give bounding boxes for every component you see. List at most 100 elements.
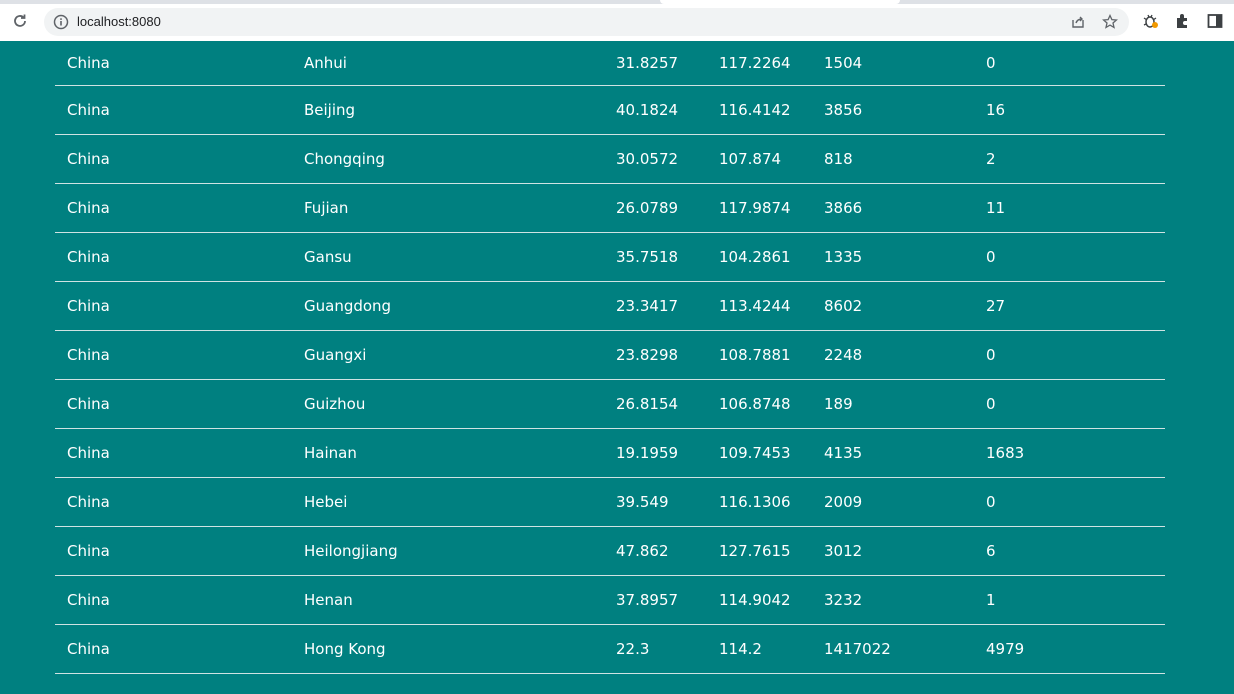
deaths-cell: 0: [974, 41, 1165, 86]
latitude-cell: 22.3: [604, 624, 707, 674]
confirmed-cell: 818: [812, 134, 974, 184]
side-panel-icon[interactable]: [1206, 12, 1224, 30]
url-text[interactable]: localhost:8080: [77, 14, 161, 29]
latitude-cell: 31.8257: [604, 41, 707, 86]
latitude-cell: 30.0572: [604, 134, 707, 184]
table-row: China Heilongjiang 47.862 127.7615 3012 6: [55, 526, 1165, 576]
longitude-cell: 107.874: [707, 134, 812, 184]
longitude-cell: 117.2264: [707, 41, 812, 86]
confirmed-cell: 4135: [812, 428, 974, 478]
province-cell: Hong Kong: [292, 624, 604, 674]
latitude-cell: 26.8154: [604, 379, 707, 429]
table-row: China Fujian 26.0789 117.9874 3866 11: [55, 183, 1165, 233]
province-cell: Fujian: [292, 183, 604, 233]
table-row: China Hainan 19.1959 109.7453 4135 1683: [55, 428, 1165, 478]
country-cell: China: [55, 526, 292, 576]
confirmed-cell: 8602: [812, 281, 974, 331]
province-cell: Guangdong: [292, 281, 604, 331]
deaths-cell: 0: [974, 379, 1165, 429]
table-row: China Chongqing 30.0572 107.874 818 2: [55, 134, 1165, 184]
province-cell: Guizhou: [292, 379, 604, 429]
reload-icon[interactable]: [10, 11, 30, 31]
country-cell: China: [55, 428, 292, 478]
table-row: China Guangxi 23.8298 108.7881 2248 0: [55, 330, 1165, 380]
longitude-cell: 109.7453: [707, 428, 812, 478]
table-row: China Gansu 35.7518 104.2861 1335 0: [55, 232, 1165, 282]
latitude-cell: 40.1824: [604, 85, 707, 135]
country-cell: China: [55, 477, 292, 527]
table-row: China Beijing 40.1824 116.4142 3856 16: [55, 85, 1165, 135]
province-cell: Heilongjiang: [292, 526, 604, 576]
deaths-cell: 1683: [974, 428, 1165, 478]
latitude-cell: 37.8957: [604, 575, 707, 625]
table-body: China Anhui 31.8257 117.2264 1504 0 China Beiji…: [55, 41, 1165, 674]
confirmed-cell: 1504: [812, 41, 974, 86]
latitude-cell: 19.1959: [604, 428, 707, 478]
confirmed-cell: 3232: [812, 575, 974, 625]
confirmed-cell: 3856: [812, 85, 974, 135]
longitude-cell: 116.4142: [707, 85, 812, 135]
country-cell: China: [55, 85, 292, 135]
confirmed-cell: 3866: [812, 183, 974, 233]
confirmed-cell: 2248: [812, 330, 974, 380]
active-tab[interactable]: [660, 0, 900, 4]
confirmed-cell: 189: [812, 379, 974, 429]
confirmed-cell: 1417022: [812, 624, 974, 674]
latitude-cell: 26.0789: [604, 183, 707, 233]
share-icon[interactable]: [1070, 14, 1086, 30]
deaths-cell: 0: [974, 232, 1165, 282]
site-info-icon[interactable]: [53, 14, 69, 30]
country-cell: China: [55, 330, 292, 380]
province-cell: Anhui: [292, 41, 604, 86]
deaths-cell: 0: [974, 330, 1165, 380]
bookmark-star-icon[interactable]: [1102, 13, 1118, 30]
latitude-cell: 47.862: [604, 526, 707, 576]
country-cell: China: [55, 183, 292, 233]
confirmed-cell: 1335: [812, 232, 974, 282]
longitude-cell: 106.8748: [707, 379, 812, 429]
tab-strip: [0, 0, 1234, 4]
table-row: China Guizhou 26.8154 106.8748 189 0: [55, 379, 1165, 429]
country-cell: China: [55, 134, 292, 184]
bug-extension-icon[interactable]: [1142, 12, 1160, 30]
country-cell: China: [55, 281, 292, 331]
province-cell: Hebei: [292, 477, 604, 527]
table-row: China Henan 37.8957 114.9042 3232 1: [55, 575, 1165, 625]
deaths-cell: 2: [974, 134, 1165, 184]
extensions-puzzle-icon[interactable]: [1174, 12, 1192, 30]
latitude-cell: 23.3417: [604, 281, 707, 331]
longitude-cell: 114.2: [707, 624, 812, 674]
data-table: China Anhui 31.8257 117.2264 1504 0 China Beiji…: [55, 41, 1165, 674]
table-row: China Hebei 39.549 116.1306 2009 0: [55, 477, 1165, 527]
longitude-cell: 113.4244: [707, 281, 812, 331]
longitude-cell: 108.7881: [707, 330, 812, 380]
deaths-cell: 16: [974, 85, 1165, 135]
latitude-cell: 23.8298: [604, 330, 707, 380]
table-row: China Anhui 31.8257 117.2264 1504 0: [55, 41, 1165, 86]
latitude-cell: 39.549: [604, 477, 707, 527]
table-row: China Guangdong 23.3417 113.4244 8602 27: [55, 281, 1165, 331]
country-cell: China: [55, 379, 292, 429]
deaths-cell: 27: [974, 281, 1165, 331]
longitude-cell: 116.1306: [707, 477, 812, 527]
table-row: China Hong Kong 22.3 114.2 1417022 4979: [55, 624, 1165, 674]
deaths-cell: 0: [974, 477, 1165, 527]
longitude-cell: 104.2861: [707, 232, 812, 282]
country-cell: China: [55, 232, 292, 282]
data-table-container: China Anhui 31.8257 117.2264 1504 0 China Beiji…: [55, 41, 1165, 674]
longitude-cell: 114.9042: [707, 575, 812, 625]
province-cell: Guangxi: [292, 330, 604, 380]
longitude-cell: 127.7615: [707, 526, 812, 576]
province-cell: Chongqing: [292, 134, 604, 184]
province-cell: Gansu: [292, 232, 604, 282]
deaths-cell: 1: [974, 575, 1165, 625]
latitude-cell: 35.7518: [604, 232, 707, 282]
longitude-cell: 117.9874: [707, 183, 812, 233]
province-cell: Hainan: [292, 428, 604, 478]
deaths-cell: 4979: [974, 624, 1165, 674]
deaths-cell: 6: [974, 526, 1165, 576]
province-cell: Henan: [292, 575, 604, 625]
province-cell: Beijing: [292, 85, 604, 135]
address-bar[interactable]: localhost:8080: [44, 8, 1129, 36]
confirmed-cell: 3012: [812, 526, 974, 576]
